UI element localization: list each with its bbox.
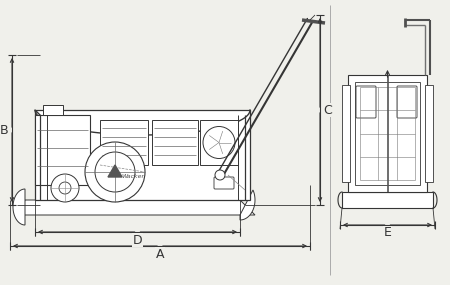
FancyBboxPatch shape [397, 86, 417, 118]
Circle shape [95, 152, 135, 192]
Polygon shape [108, 165, 122, 177]
Circle shape [85, 142, 145, 202]
Text: B: B [0, 123, 8, 137]
Polygon shape [348, 75, 427, 192]
Polygon shape [43, 105, 63, 115]
Text: D: D [133, 233, 142, 247]
Circle shape [59, 182, 71, 194]
Text: C: C [324, 103, 333, 117]
Circle shape [215, 170, 225, 180]
Circle shape [51, 174, 79, 202]
FancyBboxPatch shape [356, 86, 376, 118]
Polygon shape [35, 115, 90, 185]
Polygon shape [152, 120, 198, 165]
FancyBboxPatch shape [214, 177, 234, 189]
Polygon shape [342, 85, 350, 182]
Text: Wacker: Wacker [122, 174, 144, 180]
Circle shape [203, 127, 235, 158]
Polygon shape [100, 120, 148, 165]
Polygon shape [355, 82, 420, 185]
Polygon shape [20, 200, 255, 215]
Polygon shape [200, 120, 238, 165]
Polygon shape [240, 190, 255, 220]
Text: A: A [156, 247, 164, 260]
Text: E: E [383, 227, 392, 239]
Polygon shape [13, 189, 25, 225]
Polygon shape [425, 85, 433, 182]
Polygon shape [35, 110, 250, 200]
Polygon shape [342, 192, 433, 208]
